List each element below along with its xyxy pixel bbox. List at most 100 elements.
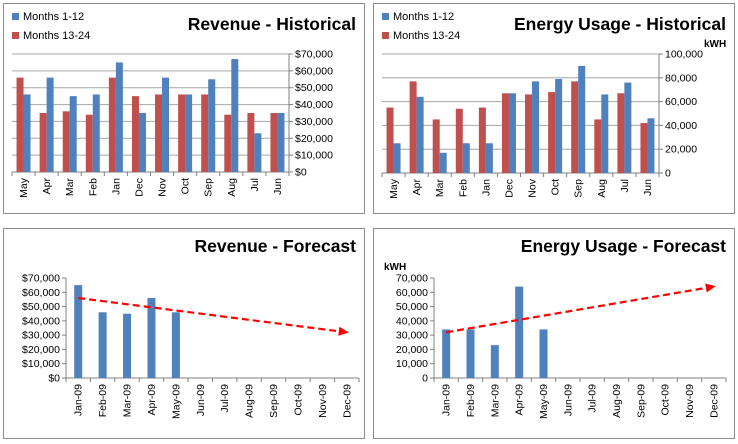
bar-months-1-12 (185, 94, 193, 172)
y-tick-label: 20,000 (665, 144, 697, 156)
bar-months-1-12 (578, 65, 586, 173)
energy-historical-chart: Energy Usage - Historical kWH 0 20,000 40,00… (373, 3, 735, 214)
x-tick-label: Dec-09 (708, 384, 720, 418)
x-tick-label: Mar (64, 178, 76, 197)
revenue-forecast-plot: Revenue - Forecast $0 $10,000 $20,000 $30,00… (22, 236, 360, 419)
bar-months-13-24 (85, 114, 93, 172)
y-tick-label: 70,000 (396, 273, 428, 285)
y-tick-label: $70,000 (22, 273, 60, 285)
x-tick-label: Mar (434, 179, 446, 198)
chart-title: Energy Usage - Historical (514, 14, 726, 34)
bar-months-13-24 (224, 114, 232, 172)
bar-months-1-12 (508, 93, 516, 173)
bar-months-13-24 (270, 113, 278, 172)
x-tick-label: Oct-09 (660, 384, 672, 416)
bar (466, 329, 475, 378)
x-tick-label: May (388, 178, 400, 199)
bar-months-1-12 (69, 96, 77, 172)
x-tick-label: Nov (527, 178, 539, 197)
bar (74, 285, 83, 378)
bar-months-13-24 (525, 94, 533, 173)
energy-historical-plot: Energy Usage - Historical kWH 0 20,000 40,00… (381, 11, 726, 199)
bar-months-13-24 (548, 92, 556, 173)
bar-months-1-12 (439, 152, 447, 173)
x-tick-label: Apr-09 (514, 384, 526, 416)
y-tick-label: 80,000 (665, 72, 697, 84)
x-tick-label: Nov (157, 177, 169, 196)
bar (442, 329, 451, 378)
legend-label-months-1-12: Months 1-12 (393, 11, 454, 23)
y-tick-label: $50,000 (295, 82, 333, 94)
x-tick-label: Sep (573, 179, 585, 198)
x-tick-label: Feb (457, 179, 469, 197)
bar-months-13-24 (131, 96, 139, 172)
bar-months-1-12 (208, 79, 216, 172)
x-tick-label: Feb-09 (97, 384, 109, 417)
x-tick-label: Sep (203, 178, 215, 197)
y-tick-label: 40,000 (665, 120, 697, 132)
bar (123, 313, 132, 378)
bar-months-1-12 (162, 77, 170, 172)
y-tick-label: $70,000 (295, 49, 333, 61)
bar-months-1-12 (555, 78, 563, 173)
bar-months-1-12 (46, 77, 54, 172)
x-tick-label: Jan-09 (73, 384, 85, 416)
x-tick-label: Jul (619, 179, 631, 192)
trend-line (78, 296, 347, 334)
y-tick-label: 60,000 (665, 96, 697, 108)
revenue-historical-plot: Revenue - Historical $0 $10,000 $20,000 $30,… (11, 11, 356, 198)
y-tick-label: $10,000 (295, 150, 333, 162)
y-tick-label: 40,000 (396, 315, 428, 327)
y-tick-label: 30,000 (396, 330, 428, 342)
bar-months-1-12 (92, 94, 100, 172)
y-tick-label: 50,000 (396, 301, 428, 313)
x-tick-label: Jun (642, 179, 654, 196)
bar-months-13-24 (155, 94, 163, 172)
y-tick-label: 60,000 (396, 287, 428, 299)
y-tick-label: $40,000 (295, 99, 333, 111)
revenue-historical-chart: Revenue - Historical $0 $10,000 $20,000 $30,… (3, 3, 365, 214)
trend-arrowhead (338, 326, 349, 336)
bar-months-1-12 (23, 94, 31, 172)
x-tick-label: Nov-09 (317, 384, 329, 418)
x-tick-label: Mar-09 (489, 384, 501, 417)
legend-swatch-months-13-24 (382, 32, 389, 39)
bar-months-13-24 (247, 113, 255, 172)
x-tick-label: Jun-09 (195, 384, 207, 416)
x-tick-label: Apr (411, 179, 423, 196)
x-tick-label: Feb-09 (465, 384, 477, 417)
y-tick-label: $40,000 (22, 315, 60, 327)
bar (490, 345, 499, 378)
bar-months-13-24 (594, 119, 602, 173)
legend-label-months-1-12: Months 1-12 (23, 11, 84, 23)
bar-months-1-12 (138, 113, 146, 172)
x-tick-label: Jun (272, 178, 284, 195)
bar (539, 329, 548, 378)
bar-months-1-12 (462, 143, 470, 173)
bar-months-1-12 (115, 62, 123, 172)
energy-forecast-plot: Energy Usage - Forecast kWH 0 10,000 20,000 3… (384, 236, 727, 419)
bar (147, 298, 156, 378)
energy-forecast-chart: Energy Usage - Forecast kWH 0 10,000 20,000 3… (373, 228, 735, 439)
y-tick-label: 10,000 (396, 358, 428, 370)
trend-line (445, 285, 715, 334)
y-axis-label: kWH (384, 262, 406, 273)
bar-months-13-24 (571, 81, 579, 173)
x-tick-label: Jan (110, 178, 122, 195)
y-tick-label: $20,000 (295, 133, 333, 145)
legend-swatch-months-1-12 (12, 13, 19, 20)
x-tick-label: May (18, 177, 30, 198)
bar-months-13-24 (432, 119, 440, 173)
y-tick-label: $30,000 (22, 330, 60, 342)
x-tick-label: Sep-09 (268, 384, 280, 418)
bar-months-13-24 (455, 108, 463, 173)
bar-months-13-24 (178, 94, 186, 172)
x-tick-label: Dec (503, 179, 515, 198)
y-tick-label: $30,000 (295, 116, 333, 128)
x-tick-label: Jul-09 (587, 384, 599, 413)
y-tick-label: 0 (422, 373, 428, 385)
legend-label-months-13-24: Months 13-24 (393, 30, 460, 42)
bar-months-13-24 (409, 81, 417, 173)
bar-months-13-24 (478, 107, 486, 173)
bar-months-13-24 (386, 107, 394, 173)
